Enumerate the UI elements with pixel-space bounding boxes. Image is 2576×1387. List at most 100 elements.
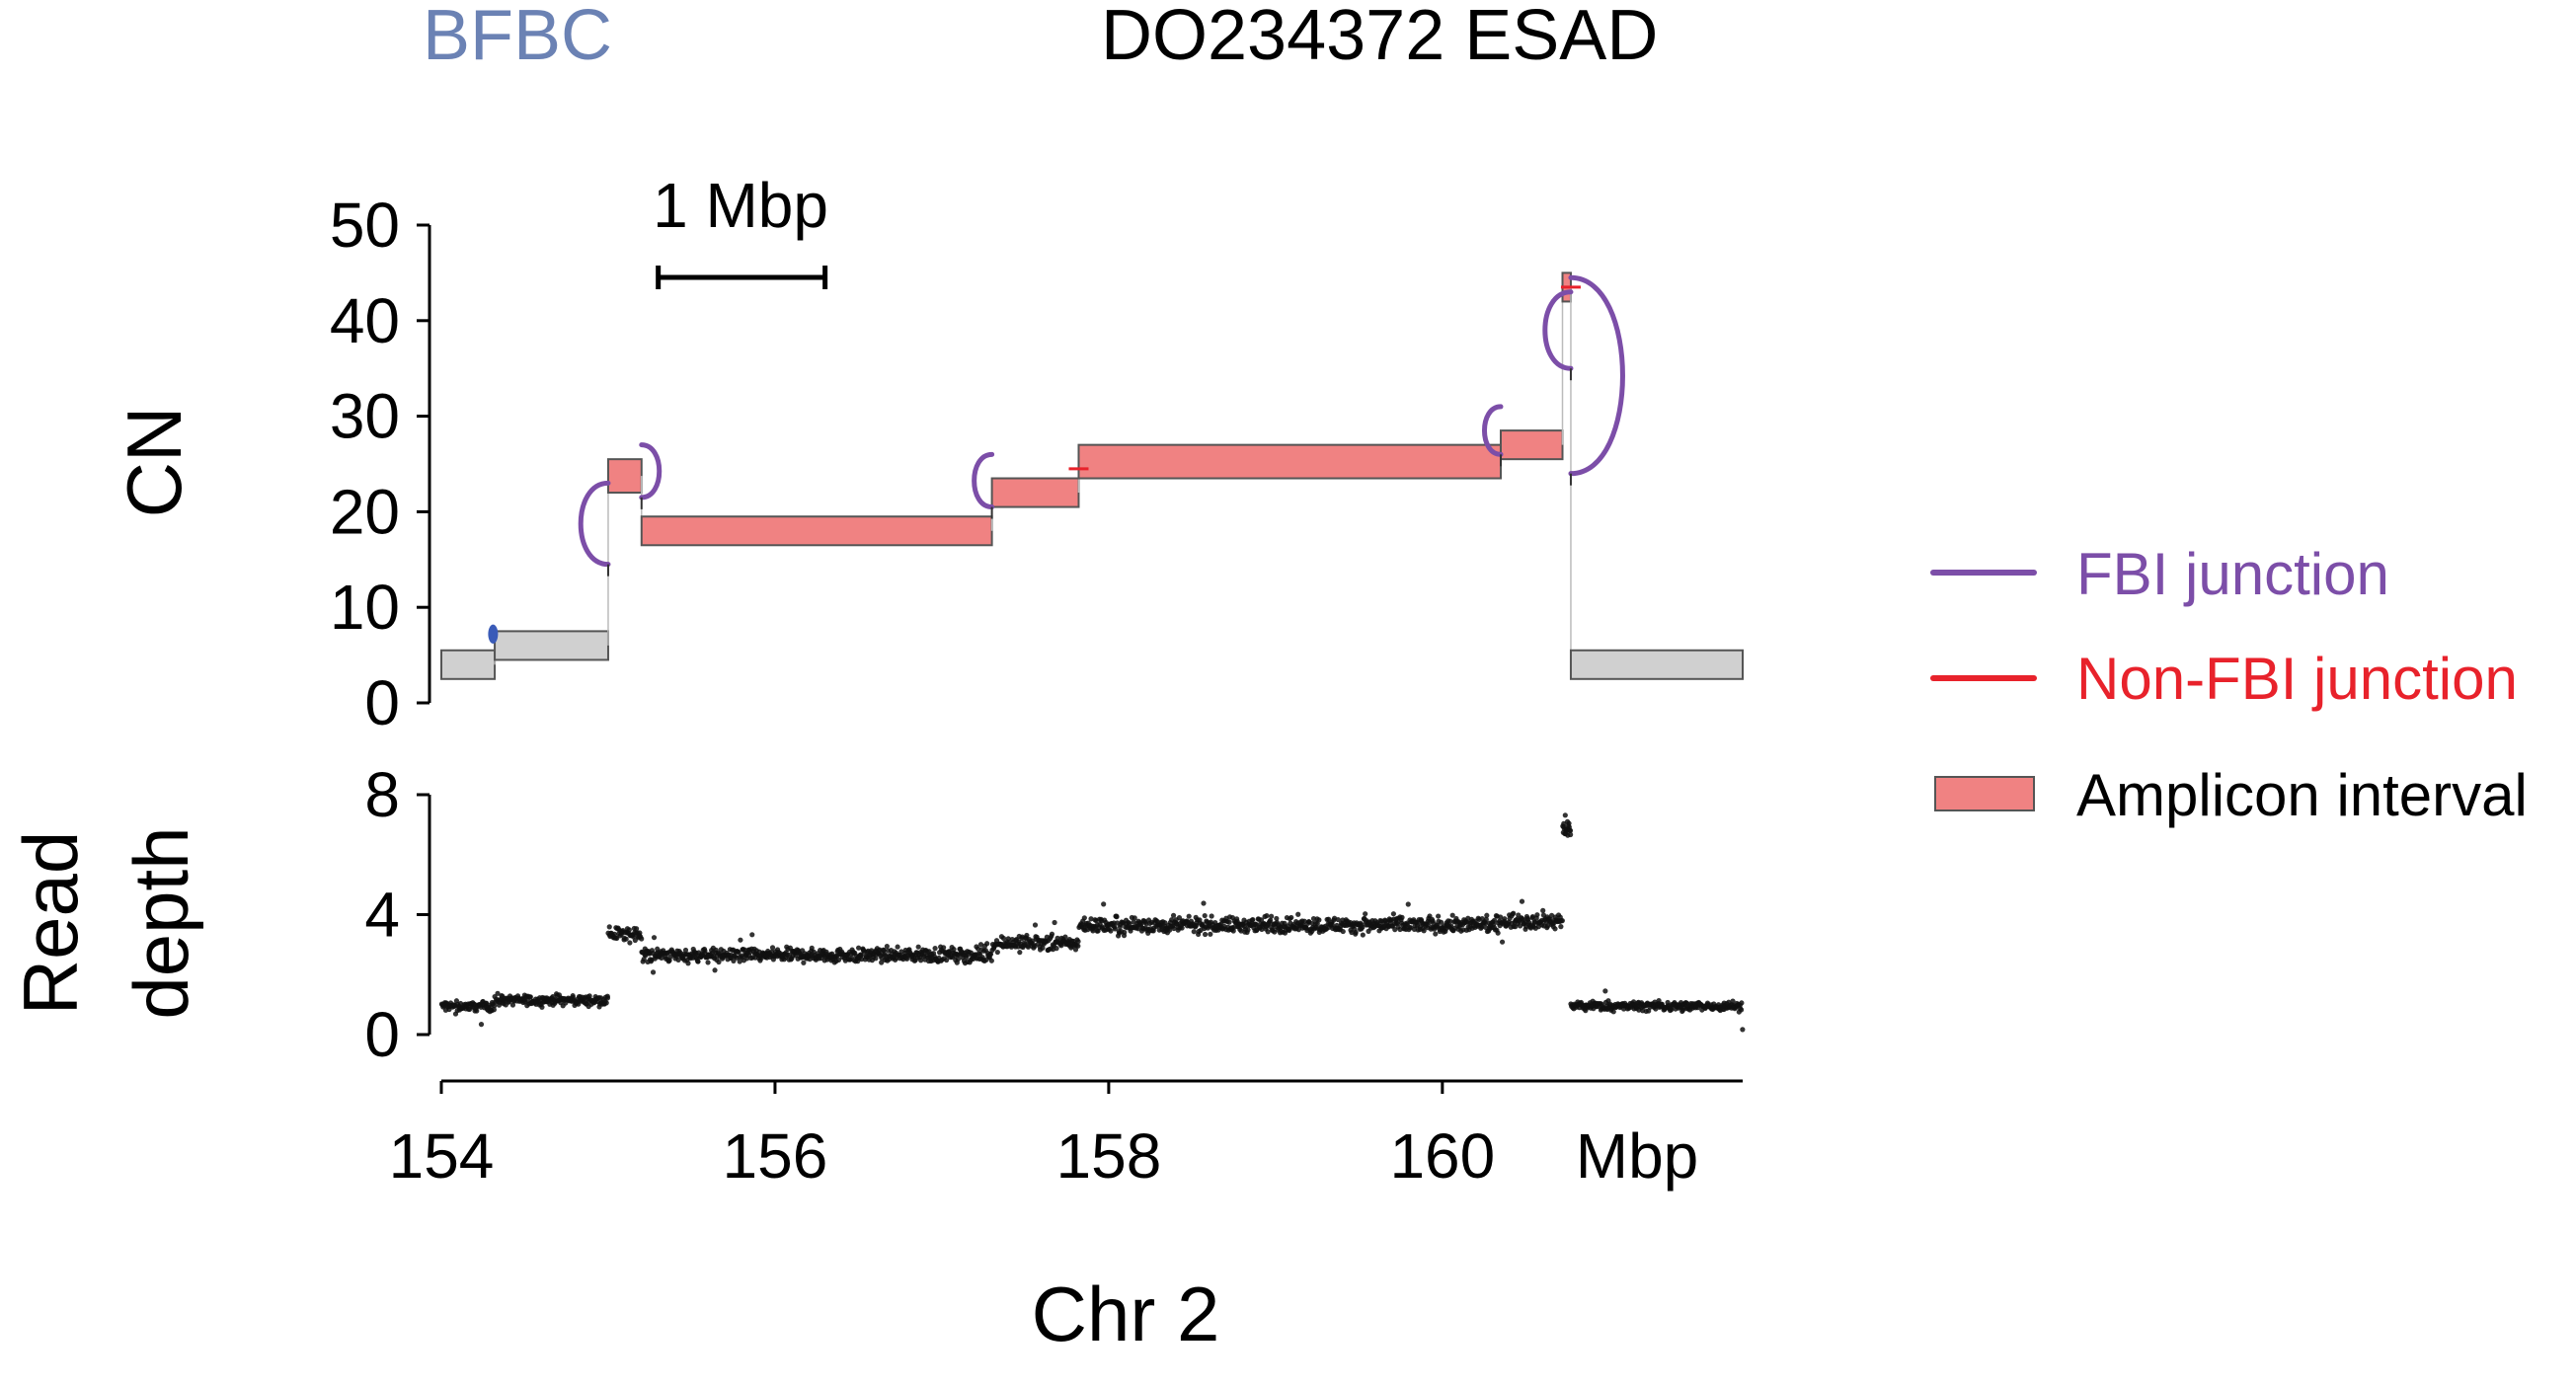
rd-point xyxy=(984,941,990,947)
rd-y-tick-label: 4 xyxy=(364,880,400,951)
rd-point xyxy=(1738,1007,1745,1013)
rd-point xyxy=(1435,922,1441,929)
rd-point xyxy=(955,957,961,963)
rd-point xyxy=(855,945,862,951)
rd-point xyxy=(1108,928,1114,934)
rd-point xyxy=(1005,936,1011,942)
x-ticks: 154 156 158 160 xyxy=(389,1081,1495,1192)
rd-point xyxy=(1040,945,1046,951)
fbi-junction xyxy=(1568,274,1625,477)
rd-point xyxy=(1449,912,1455,918)
rd-point xyxy=(1052,919,1057,926)
rd-point xyxy=(1656,997,1662,1004)
rd-point xyxy=(1360,932,1366,938)
fbi-junction xyxy=(578,480,611,568)
rd-point xyxy=(1353,929,1359,936)
rd-point xyxy=(1032,922,1039,928)
cn-junctions xyxy=(488,274,1625,644)
rd-point xyxy=(879,960,885,965)
rd-point xyxy=(1265,929,1271,935)
rd-point xyxy=(1264,913,1270,919)
rd-point xyxy=(539,1004,545,1010)
rd-point xyxy=(932,946,938,952)
rd-point xyxy=(1114,914,1120,920)
rd-point xyxy=(633,926,640,932)
rd-point xyxy=(1176,915,1183,921)
scale-bar: 1 Mbp xyxy=(653,170,828,289)
rd-point xyxy=(1245,927,1251,933)
rd-point xyxy=(1558,924,1564,930)
cn-y-ticks: 0 10 20 30 40 50 xyxy=(330,190,429,738)
x-axis: 154 156 158 160 Mbp Chr 2 xyxy=(389,1079,1743,1357)
rd-point xyxy=(627,940,633,946)
cn-y-tick-label: 0 xyxy=(364,667,400,738)
rd-point xyxy=(1329,921,1335,927)
rd-point xyxy=(603,1000,609,1006)
rd-point xyxy=(1340,928,1346,935)
x-tick-label: 160 xyxy=(1389,1120,1495,1192)
legend-amplicon-label: Amplicon interval xyxy=(2076,762,2528,828)
rd-point xyxy=(1483,916,1489,922)
rd-point xyxy=(1186,913,1192,919)
fbi-junction xyxy=(1482,404,1504,457)
cn-intervals xyxy=(440,271,1745,680)
rd-point xyxy=(716,959,722,965)
rd-point xyxy=(1316,917,1322,923)
rd-point xyxy=(809,945,815,951)
fbi-junction-marker xyxy=(488,624,499,644)
rd-point xyxy=(1491,917,1498,924)
rd-point xyxy=(1483,924,1489,931)
rd-point xyxy=(1540,907,1546,913)
rd-point xyxy=(1335,916,1341,923)
rd-point xyxy=(1171,925,1177,932)
rd-point xyxy=(705,960,711,965)
x-tick-label: 158 xyxy=(1056,1120,1162,1192)
rd-point xyxy=(1179,925,1185,931)
x-unit-label: Mbp xyxy=(1576,1120,1699,1192)
rd-point xyxy=(749,932,755,938)
cn-interval xyxy=(1569,649,1745,680)
legend: FBI junction Non-FBI junction Amplicon i… xyxy=(1930,541,2528,828)
rd-point xyxy=(604,995,611,1001)
rd-point xyxy=(858,953,864,959)
amplicon-interval xyxy=(1077,443,1502,480)
rd-point xyxy=(1258,917,1265,923)
rd-point xyxy=(1559,918,1565,924)
rd-points xyxy=(438,812,1746,1033)
rd-point xyxy=(675,957,681,963)
rd-point xyxy=(915,944,921,950)
rd-y-axis-label-read: Read xyxy=(7,831,94,1015)
rd-point xyxy=(1170,912,1177,918)
rd-point xyxy=(769,945,776,951)
amplicon-interval xyxy=(1499,429,1564,461)
rd-point xyxy=(1131,919,1136,925)
rd-point xyxy=(1566,820,1572,826)
rd-point xyxy=(1122,929,1128,936)
rd-point xyxy=(1112,926,1118,932)
rd-point xyxy=(1495,930,1501,936)
fbi-junction xyxy=(639,442,663,501)
rd-point xyxy=(1202,931,1209,938)
rd-point xyxy=(712,967,718,973)
legend-fbi-label: FBI junction xyxy=(2076,541,2389,607)
rd-point xyxy=(801,960,807,965)
rd-point xyxy=(1484,912,1490,918)
rd-point xyxy=(1250,916,1256,923)
rd-point xyxy=(731,958,737,963)
rd-point xyxy=(1132,915,1137,921)
rd-point xyxy=(1230,928,1236,934)
rd-point xyxy=(651,935,658,941)
rd-point xyxy=(1436,913,1442,919)
rd-point xyxy=(1390,911,1396,917)
cn-y-tick-label: 50 xyxy=(330,190,400,261)
rd-point xyxy=(492,1003,498,1009)
rd-point xyxy=(1360,924,1366,930)
rd-point xyxy=(1433,931,1439,937)
rd-point xyxy=(1511,910,1517,916)
rd-point xyxy=(1202,912,1208,919)
scale-bar-label: 1 Mbp xyxy=(653,170,828,241)
rd-point xyxy=(1295,927,1301,933)
rd-point xyxy=(1602,988,1608,994)
rd-point xyxy=(1268,917,1274,923)
rd-point xyxy=(1399,914,1405,920)
